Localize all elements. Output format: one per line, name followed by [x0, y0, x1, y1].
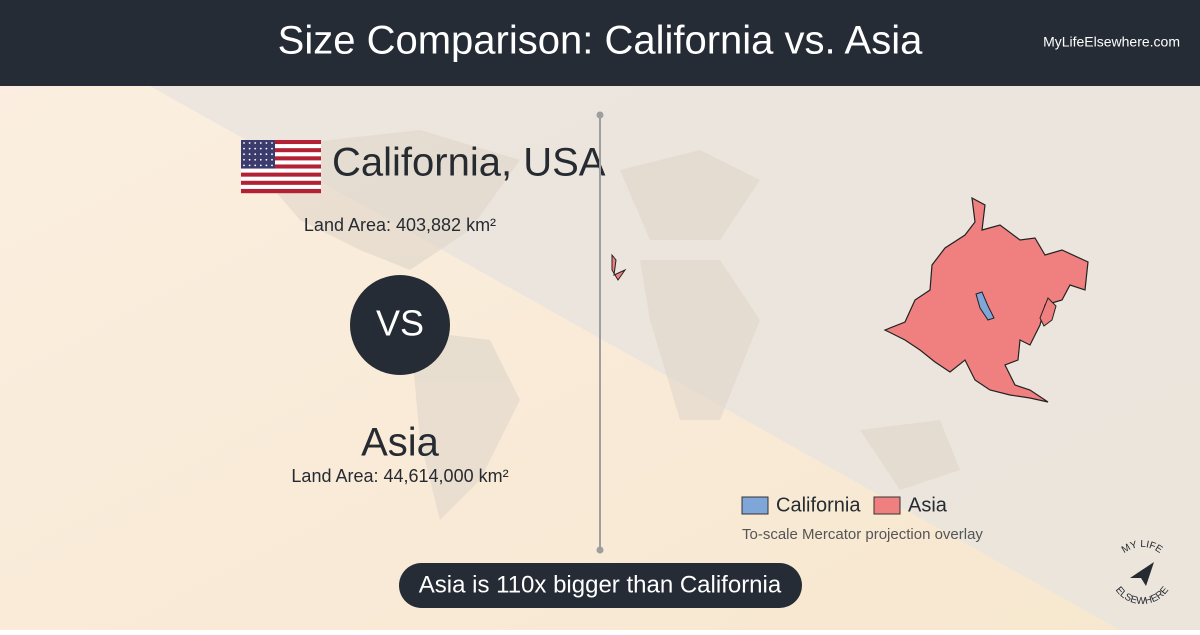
- first-place-area: Land Area: 403,882 km²: [304, 215, 496, 235]
- vs-badge: [350, 275, 450, 375]
- flag-star: [271, 153, 273, 156]
- flag-stripe: [241, 172, 321, 177]
- flag-star: [254, 158, 257, 161]
- flag-star: [243, 153, 245, 156]
- flag-star: [271, 142, 273, 144]
- legend-swatch: [873, 496, 901, 515]
- legend-label: California: [776, 494, 861, 516]
- flag-star: [259, 153, 262, 156]
- first-place-name: California, USA: [332, 141, 606, 185]
- flag-star: [248, 142, 251, 144]
- vs-text: VS: [376, 303, 424, 344]
- legend-note: To-scale Mercator projection overlay: [742, 526, 983, 543]
- flag-star: [265, 158, 268, 161]
- flag-star: [248, 153, 251, 156]
- flag-stripe: [241, 188, 321, 194]
- flag-star: [265, 153, 268, 156]
- flag-star: [259, 147, 262, 150]
- flag-star: [265, 142, 268, 144]
- flag-star: [271, 164, 273, 167]
- flag-stripe: [241, 180, 321, 186]
- flag-star: [259, 164, 262, 167]
- continent: [410, 330, 520, 520]
- header-bar: [0, 0, 1200, 86]
- flag-star: [243, 142, 245, 144]
- flag-star: [243, 158, 245, 161]
- site-name: MyLifeElsewhere.com: [1043, 34, 1180, 50]
- flag-stripe: [241, 144, 321, 149]
- legend-label: Asia: [908, 494, 948, 516]
- flag-star: [243, 164, 245, 167]
- asia-shape: [883, 196, 1089, 403]
- flag-canton: [241, 140, 275, 169]
- divider-end: [596, 546, 604, 554]
- region-fragment: [611, 253, 627, 281]
- flag-star: [248, 164, 251, 167]
- japan-shape: [1039, 297, 1057, 327]
- flag-stripe: [241, 168, 321, 173]
- logo-top: MY LIFE: [1120, 539, 1165, 556]
- conclusion-text: Asia is 110x bigger than California: [419, 571, 782, 598]
- divider-end: [596, 111, 604, 119]
- flag-star: [248, 147, 251, 150]
- continent: [860, 420, 960, 490]
- continent: [640, 260, 760, 420]
- flag-stripe: [241, 152, 321, 157]
- flag-star: [271, 147, 273, 150]
- second-place-name: Asia: [361, 421, 440, 465]
- flag-stripe: [241, 140, 321, 145]
- flag-star: [265, 164, 268, 167]
- legend-swatch: [741, 496, 769, 515]
- world-map: [240, 130, 960, 520]
- flag-stripe: [241, 160, 321, 165]
- flag-star: [243, 147, 245, 150]
- flag-star: [254, 164, 257, 167]
- flag-stripe: [241, 156, 321, 161]
- flag-stripe: [241, 164, 321, 169]
- logo-plane: [1130, 562, 1154, 586]
- flag-star: [248, 158, 251, 161]
- flag-star: [254, 153, 257, 156]
- header-title: Size Comparison: California vs. Asia: [278, 19, 923, 63]
- flag-star: [254, 147, 257, 150]
- flag-star: [265, 147, 268, 150]
- flag-star: [259, 142, 262, 144]
- conclusion-pill: [399, 563, 802, 608]
- continent: [620, 150, 760, 240]
- flag-star: [259, 158, 262, 161]
- california-shape: [975, 291, 995, 321]
- logo-text: MY LIFE: [1120, 539, 1165, 556]
- us-flag: [241, 140, 321, 194]
- flag-stripe: [241, 184, 321, 190]
- flag-star: [254, 142, 257, 144]
- flag-stripe: [241, 148, 321, 153]
- flag-stripe: [241, 176, 321, 181]
- flag-star: [271, 158, 273, 161]
- second-place-area: Land Area: 44,614,000 km²: [291, 466, 508, 486]
